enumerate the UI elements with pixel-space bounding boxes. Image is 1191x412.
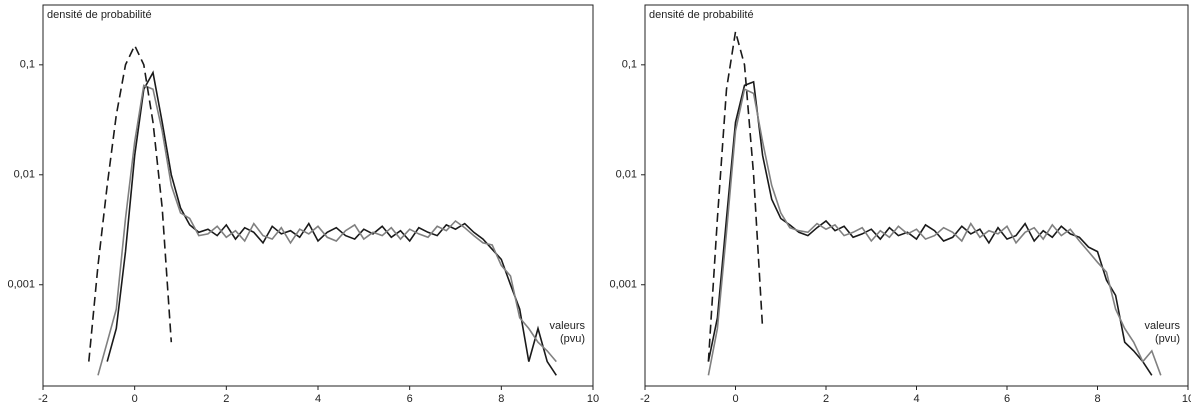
plot-frame — [644, 4, 1189, 387]
y-tick-label: 0,1 — [20, 59, 35, 71]
data-line — [708, 82, 1170, 375]
y-tick-label: 0,01 — [14, 169, 35, 181]
panel: -2 0 2 4 6 8 10 0,1 0,01 0,001 densité de probabil… — [609, 4, 1191, 405]
x-tick-label: 0 — [732, 393, 738, 405]
x-tick-label: 4 — [913, 393, 919, 405]
x-tick-label: 0 — [132, 393, 138, 405]
series-group — [707, 31, 1170, 376]
data-line — [88, 43, 173, 362]
x-axis-label: (pvu) — [560, 333, 585, 345]
panel: -2 0 2 4 6 8 10 0,1 0,01 0,001 densité de probabil… — [7, 4, 599, 405]
x-tick-label: -2 — [38, 393, 48, 405]
x-tick-label: 6 — [407, 393, 413, 405]
x-tick-label: 4 — [315, 393, 321, 405]
data-line — [707, 31, 764, 362]
y-axis-label: densité de probabilité — [649, 9, 754, 21]
x-tick-label: 10 — [1182, 393, 1191, 405]
x-tick-label: 10 — [587, 393, 599, 405]
x-axis-label: valeurs — [550, 320, 586, 332]
data-line — [707, 88, 1162, 376]
data-line — [106, 70, 557, 376]
x-tick-label: 6 — [1004, 393, 1010, 405]
y-tick-label: 0,01 — [616, 169, 637, 181]
y-tick-label: 0,001 — [7, 279, 35, 291]
x-tick-label: 8 — [498, 393, 504, 405]
x-axis-label: (pvu) — [1155, 333, 1180, 345]
x-tick-label: 2 — [223, 393, 229, 405]
x-axis-label: valeurs — [1145, 320, 1181, 332]
series-group — [88, 43, 584, 376]
plot-frame — [42, 4, 594, 387]
y-tick-label: 0,1 — [622, 59, 637, 71]
x-tick-label: 2 — [823, 393, 829, 405]
x-tick-label: -2 — [640, 393, 650, 405]
y-tick-label: 0,001 — [609, 279, 637, 291]
x-tick-label: 8 — [1094, 393, 1100, 405]
y-axis-label: densité de probabilité — [47, 9, 152, 21]
